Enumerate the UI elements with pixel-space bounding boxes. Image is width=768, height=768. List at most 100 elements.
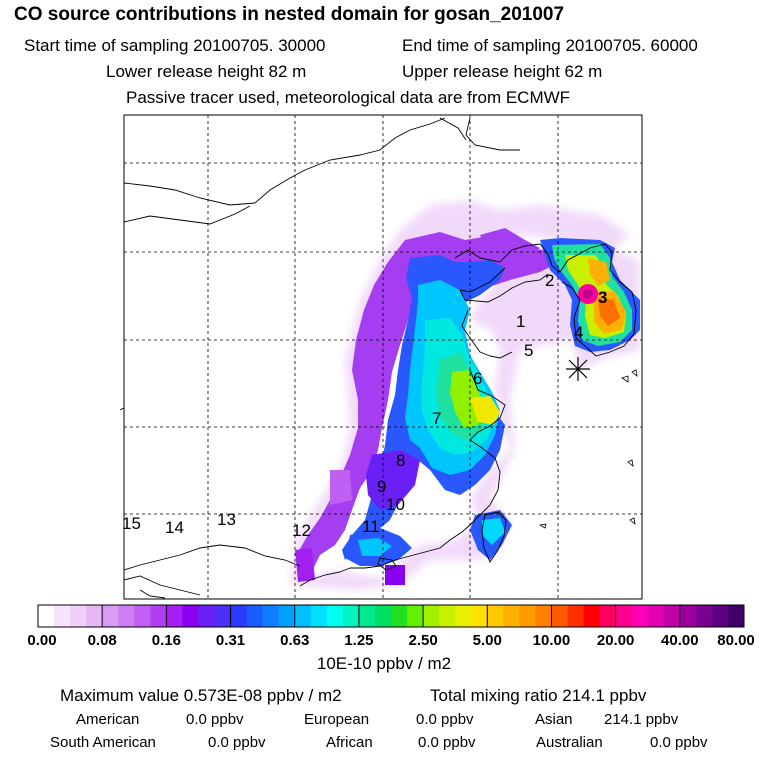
colorbar-swatch — [310, 605, 328, 627]
colorbar-label: 0.08 — [87, 632, 117, 649]
colorbar-swatch — [150, 605, 167, 627]
coastlines — [124, 117, 637, 599]
colorbar-swatch — [519, 605, 536, 627]
region-label-10: 10 — [386, 495, 405, 514]
colorbar-swatch — [615, 605, 633, 627]
colorbar-label: 10.00 — [532, 632, 571, 649]
max-value: Maximum value 0.573E-08 ppbv / m2 — [60, 686, 342, 705]
region-labels: 1 2 3 4 5 6 7 8 9 10 11 12 13 14 15 — [122, 271, 607, 540]
region-label-8: 8 — [396, 451, 405, 470]
colorbar-swatch — [407, 605, 424, 627]
european-label: European — [304, 711, 370, 728]
colorbar-swatch — [86, 605, 103, 627]
asian-label: Asian — [535, 711, 573, 728]
end-time: End time of sampling 20100705. 60000 — [402, 36, 698, 55]
colorbar-swatch — [118, 605, 135, 627]
region-label-1: 1 — [516, 312, 525, 331]
colorbar-swatch — [294, 605, 312, 627]
colorbar-swatch — [663, 605, 681, 627]
colorbar-swatch — [198, 605, 215, 627]
african-value: 0.0 ppbv — [418, 734, 476, 751]
colorbar-swatch — [647, 605, 665, 627]
receptor-marker — [566, 357, 590, 381]
region-label-9: 9 — [377, 477, 386, 496]
colorbar-swatch — [230, 605, 247, 627]
lower-release-height: Lower release height 82 m — [106, 62, 307, 81]
american-label: American — [76, 711, 140, 728]
african-label: African — [326, 734, 373, 751]
colorbar-swatch — [631, 605, 649, 627]
colorbar — [37, 604, 745, 628]
upper-release-height: Upper release height 62 m — [402, 62, 603, 81]
colorbar-swatch — [599, 605, 617, 627]
region-label-5: 5 — [524, 341, 533, 360]
colorbar-swatch — [166, 605, 183, 627]
total-mixing-ratio: Total mixing ratio 214.1 ppbv — [430, 686, 647, 705]
colorbar-label: 0.00 — [27, 632, 57, 649]
tracer-note: Passive tracer used, meteorological data… — [126, 88, 571, 107]
colorbar-swatch — [695, 605, 713, 627]
map-frame — [123, 114, 643, 600]
colorbar-swatch — [278, 605, 296, 627]
region-label-2: 2 — [545, 271, 554, 290]
colorbar-swatch — [391, 605, 408, 627]
colorbar-swatch — [551, 605, 568, 627]
colorbar-swatch — [358, 605, 376, 627]
colorbar-swatch — [423, 605, 440, 627]
colorbar-label: 20.00 — [596, 632, 635, 649]
colorbar-swatch — [487, 605, 504, 627]
colorbar-swatch — [70, 605, 87, 627]
region-label-15: 15 — [122, 514, 141, 533]
colorbar-swatch — [38, 605, 55, 627]
colorbar-label: 0.63 — [280, 632, 310, 649]
south-american-label: South American — [50, 734, 156, 751]
colorbar-swatch — [679, 605, 697, 627]
colorbar-label: 80.00 — [717, 632, 755, 649]
colorbar-label: 0.31 — [215, 632, 246, 649]
american-value: 0.0 ppbv — [186, 711, 244, 728]
south-american-value: 0.0 ppbv — [208, 734, 266, 751]
islands — [119, 369, 638, 529]
plot-title: CO source contributions in nested domain… — [14, 4, 565, 25]
colorbar-label: 40.00 — [661, 632, 699, 649]
colorbar-label: 5.00 — [472, 632, 502, 649]
colorbar-swatch — [54, 605, 71, 627]
region-label-3: 3 — [598, 288, 607, 307]
colorbar-frame — [37, 604, 745, 628]
colorbar-swatch — [134, 605, 151, 627]
colorbar-swatch — [711, 605, 729, 627]
european-value: 0.0 ppbv — [416, 711, 474, 728]
colorbar-swatch — [102, 605, 119, 627]
australian-label: Australian — [536, 734, 603, 751]
region-label-4: 4 — [574, 323, 583, 342]
region-label-6: 6 — [473, 369, 482, 388]
colorbar-swatch — [727, 605, 745, 627]
colorbar-swatch — [439, 605, 456, 627]
colorbar-swatch — [583, 605, 600, 627]
colorbar-label: 1.25 — [344, 632, 374, 649]
region-label-11: 11 — [362, 517, 380, 536]
plume-field — [290, 200, 640, 590]
colorbar-swatch — [535, 605, 552, 627]
colorbar-swatch — [326, 605, 344, 627]
asian-value: 214.1 ppbv — [604, 711, 679, 728]
region-label-7: 7 — [432, 409, 441, 428]
colorbar-swatch — [182, 605, 199, 627]
colorbar-label: 0.16 — [151, 632, 181, 649]
region-label-12: 12 — [292, 521, 311, 540]
region-label-14: 14 — [165, 518, 184, 537]
colorbar-unit: 10E-10 ppbv / m2 — [316, 654, 452, 673]
colorbar-swatch — [342, 605, 360, 627]
start-time: Start time of sampling 20100705. 30000 — [24, 36, 326, 55]
colorbar-swatch — [455, 605, 472, 627]
australian-value: 0.0 ppbv — [650, 734, 708, 751]
colorbar-swatch — [503, 605, 520, 627]
colorbar-swatch — [262, 605, 280, 627]
colorbar-label: 2.50 — [408, 632, 438, 649]
colorbar-swatch — [374, 605, 392, 627]
graticule — [124, 115, 642, 599]
colorbar-swatch — [567, 605, 584, 627]
region-label-13: 13 — [217, 510, 236, 529]
colorbar-swatch — [246, 605, 264, 627]
